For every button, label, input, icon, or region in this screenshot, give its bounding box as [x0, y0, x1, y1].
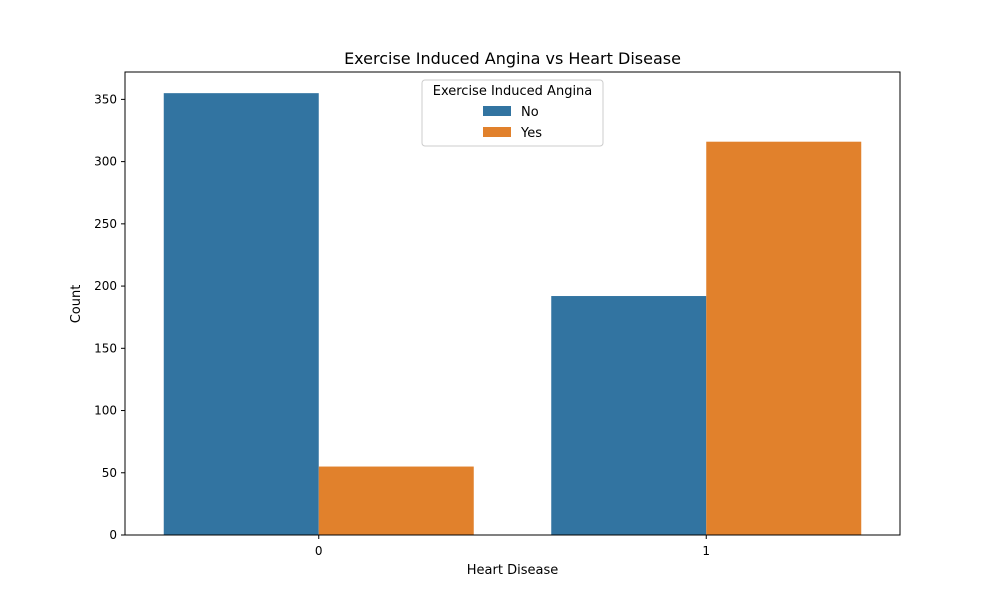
legend-swatch-yes [483, 127, 511, 137]
y-tick-label: 250 [94, 217, 117, 231]
y-axis-label: Count [69, 285, 84, 324]
x-axis-label: Heart Disease [467, 563, 558, 578]
legend: Exercise Induced Angina No Yes [421, 79, 604, 147]
legend-box [421, 79, 604, 147]
bar-yes-0 [318, 466, 474, 535]
y-tick-label: 0 [109, 528, 117, 542]
legend-label-no: No [521, 105, 539, 120]
legend-label-yes: Yes [520, 126, 542, 141]
bar-yes-1 [706, 141, 862, 536]
y-tick-label: 150 [94, 341, 117, 355]
chart-title: Exercise Induced Angina vs Heart Disease [344, 49, 681, 68]
plot-frame [124, 71, 901, 536]
legend-swatch-no [483, 106, 511, 116]
x-tick-label: 1 [702, 544, 710, 558]
bar-no-1 [551, 296, 707, 535]
x-tick-label: 0 [315, 544, 323, 558]
legend-entries: No Yes [483, 105, 542, 141]
y-tick-label: 200 [94, 279, 117, 293]
y-tick-label: 50 [102, 466, 117, 480]
legend-title: Exercise Induced Angina [433, 84, 593, 99]
bar-no-0 [163, 93, 319, 535]
y-tick-label: 350 [94, 92, 117, 106]
y-tick-label: 100 [94, 404, 117, 418]
bars-group [163, 93, 862, 536]
y-tick-label: 300 [94, 155, 117, 169]
y-axis: 0 50 100 150 200 250 300 350 [94, 92, 125, 542]
